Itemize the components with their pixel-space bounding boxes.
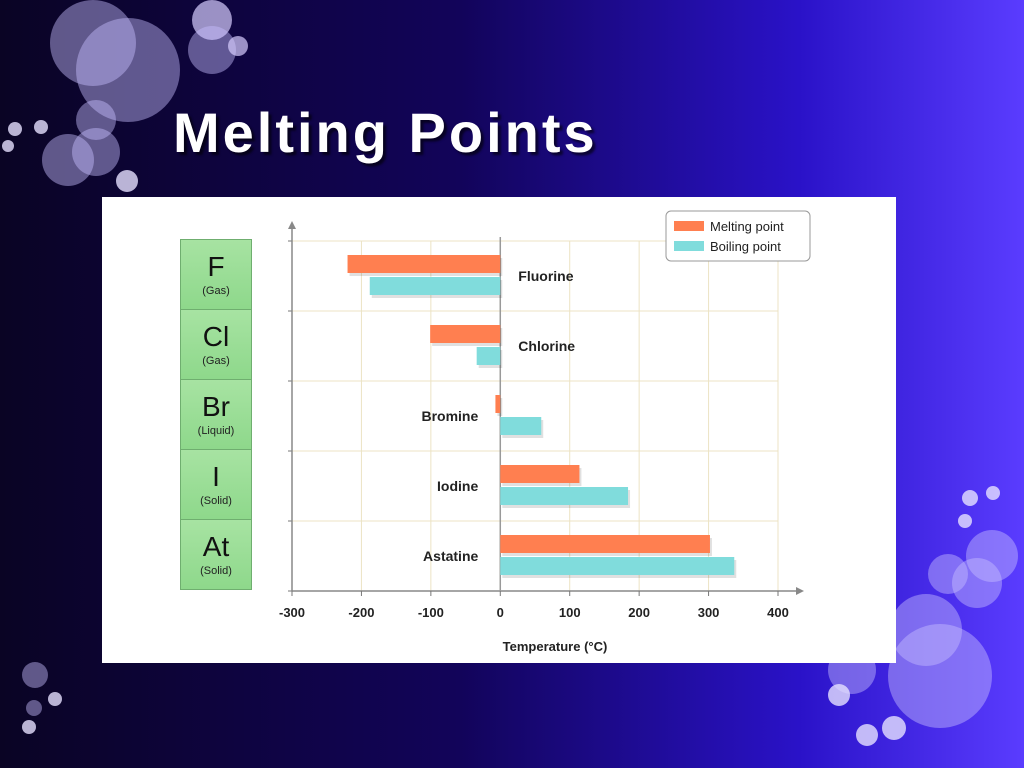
decorative-bubble — [882, 716, 906, 740]
decorative-bubble — [958, 514, 972, 528]
element-symbol: At — [202, 531, 230, 562]
decorative-bubble — [34, 120, 48, 134]
decorative-bubble — [856, 724, 878, 746]
element-state: (Solid) — [200, 495, 232, 507]
category-label: Bromine — [421, 408, 478, 424]
decorative-bubble — [928, 554, 968, 594]
decorative-bubble — [22, 720, 36, 734]
decorative-bubble — [76, 100, 116, 140]
decorative-bubble — [22, 662, 48, 688]
element-symbol: F — [207, 251, 225, 282]
x-tick-label: 100 — [559, 605, 581, 620]
boiling-point-bar — [476, 347, 501, 365]
decorative-bubble — [888, 624, 992, 728]
melting-point-bar — [500, 535, 710, 553]
decorative-bubble — [966, 530, 1018, 582]
category-label: Iodine — [437, 478, 478, 494]
element-symbol: I — [212, 461, 220, 492]
category-label: Astatine — [423, 548, 478, 564]
decorative-bubble — [952, 558, 1002, 608]
element-cell-chlorine: Cl (Gas) — [180, 309, 252, 380]
boiling-point-bar — [500, 557, 735, 575]
decorative-bubble — [48, 692, 62, 706]
decorative-bubble — [42, 134, 94, 186]
melting-point-bar — [500, 465, 580, 483]
melting-point-bar — [495, 395, 501, 413]
x-tick-label: 0 — [497, 605, 504, 620]
x-axis-arrow — [796, 587, 804, 595]
slide-title: Melting Points — [173, 101, 598, 164]
element-state: (Gas) — [202, 285, 230, 297]
decorative-bubble — [116, 170, 138, 192]
x-tick-label: -200 — [348, 605, 374, 620]
legend-label: Melting point — [710, 219, 784, 234]
decorative-bubble — [962, 490, 978, 506]
decorative-bubble — [72, 128, 120, 176]
x-tick-label: 400 — [767, 605, 789, 620]
x-tick-label: -300 — [279, 605, 305, 620]
element-cell-astatine: At (Solid) — [180, 519, 252, 590]
x-axis-label: Temperature (°C) — [503, 639, 608, 654]
element-cell-fluorine: F (Gas) — [180, 239, 252, 310]
x-tick-label: 200 — [628, 605, 650, 620]
boiling-point-bar — [500, 417, 542, 435]
decorative-bubble — [986, 486, 1000, 500]
decorative-bubble — [2, 140, 14, 152]
melting-point-bar — [430, 325, 501, 343]
decorative-bubble — [192, 0, 232, 40]
chart-legend: Melting point Boiling point — [665, 210, 811, 262]
decorative-bubble — [228, 36, 248, 56]
boiling-point-bar — [500, 487, 629, 505]
element-column: F (Gas) Cl (Gas) Br (Liquid) I (Solid) A… — [180, 239, 252, 590]
legend-label: Boiling point — [710, 239, 781, 254]
legend-swatch — [674, 241, 704, 251]
decorative-bubble — [8, 122, 22, 136]
y-axis-arrow — [288, 221, 296, 229]
legend-swatch — [674, 221, 704, 231]
x-tick-label: 300 — [698, 605, 720, 620]
decorative-bubble — [26, 700, 42, 716]
element-state: (Liquid) — [197, 425, 235, 437]
decorative-bubble — [50, 0, 136, 86]
chart-panel: F (Gas) Cl (Gas) Br (Liquid) I (Solid) A… — [102, 197, 896, 663]
element-cell-iodine: I (Solid) — [180, 449, 252, 520]
halogen-temperature-chart: -300 -200 -100 0 100 200 300 400 Temperature (°C… — [279, 210, 811, 654]
boiling-point-bar — [369, 277, 501, 295]
melting-point-bar — [347, 255, 501, 273]
element-symbol: Cl — [202, 321, 230, 352]
element-symbol: Br — [202, 391, 230, 422]
decorative-bubble — [890, 594, 962, 666]
x-tick-label: -100 — [418, 605, 444, 620]
category-label: Chlorine — [518, 338, 575, 354]
decorative-bubble — [76, 18, 180, 122]
element-state: (Solid) — [200, 565, 232, 577]
decorative-bubble — [828, 684, 850, 706]
category-label: Fluorine — [518, 268, 573, 284]
element-state: (Gas) — [202, 355, 230, 367]
